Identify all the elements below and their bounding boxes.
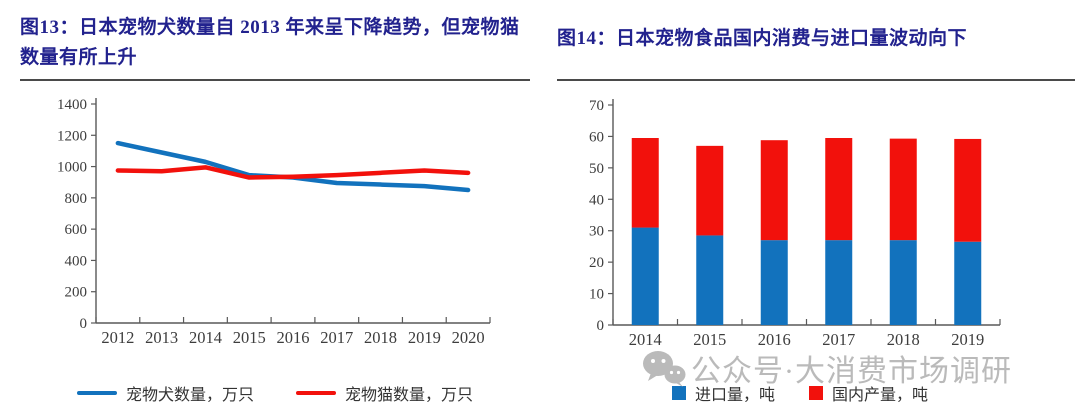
legend-label-cat-count: 宠物猫数量，万只	[345, 387, 474, 404]
y-tick-label: 20	[589, 255, 604, 271]
y-tick-label: 50	[589, 161, 604, 177]
fig13-legend: 宠物犬数量，万只 宠物猫数量，万只	[40, 381, 510, 405]
domestic-output-swatch	[809, 386, 823, 400]
bar-segment-1	[760, 140, 788, 241]
line-series-1	[115, 165, 471, 180]
x-tick-label: 2012	[101, 328, 134, 347]
x-tick-label: 2017	[822, 330, 855, 349]
legend-item-domestic-output: 国内产量，吨	[809, 381, 928, 405]
imports-swatch	[671, 386, 686, 400]
bar-segment-1	[631, 138, 659, 228]
x-tick-label: 2016	[758, 330, 791, 349]
y-tick-label: 600	[65, 222, 88, 238]
fig14-title: 图14：日本宠物食品国内消费与进口量波动向下	[557, 28, 968, 49]
fig14-title-underline	[557, 79, 1075, 81]
fig13-line-chart: 0 200 400 600 800 1000 1200 1400 2012 2013 2014 201…	[57, 97, 491, 347]
bar-segment-1	[825, 138, 853, 241]
bar-segment-1	[954, 138, 982, 242]
fig13-title: 图13：日本宠物犬数量自 2013 年来呈下降趋势，但宠物猫数量有所上升	[20, 17, 520, 68]
y-tick-label: 200	[65, 285, 88, 301]
legend-label-imports: 进口量，吨	[694, 387, 775, 404]
bar-segment-0	[954, 241, 982, 325]
y-tick-label: 30	[589, 224, 604, 240]
fig13-title-underline	[20, 79, 530, 81]
x-tick-label: 2019	[951, 330, 984, 349]
bar-segment-0	[631, 227, 659, 325]
cat-line-swatch	[296, 391, 336, 395]
bar-segment-1	[696, 145, 724, 236]
y-tick-label: 10	[589, 287, 604, 303]
legend-item-imports: 进口量，吨	[671, 381, 775, 405]
x-tick-label: 2013	[145, 328, 178, 347]
legend-item-dog-count: 宠物犬数量，万只	[76, 381, 254, 405]
bar-segment-0	[825, 240, 853, 325]
bar-segment-1	[889, 138, 917, 241]
x-tick-label: 2018	[364, 328, 397, 347]
fig14-stacked-bar-chart: 0 10 20 30 40 50 60 70 2014 2015 2016 2017 2018 2019	[589, 98, 1001, 349]
y-tick-label: 0	[80, 316, 88, 332]
y-tick-label: 1000	[57, 160, 87, 176]
y-tick-label: 40	[589, 192, 604, 208]
legend-item-cat-count: 宠物猫数量，万只	[296, 381, 473, 405]
y-tick-label: 60	[589, 129, 604, 145]
y-tick-label: 1400	[57, 97, 87, 113]
x-tick-label: 2015	[693, 330, 726, 349]
x-tick-label: 2015	[233, 328, 266, 347]
y-tick-label: 1200	[57, 128, 87, 144]
bar-segment-0	[696, 235, 724, 325]
y-tick-label: 0	[597, 318, 605, 334]
x-tick-label: 2020	[452, 328, 485, 347]
y-tick-label: 400	[65, 253, 88, 269]
fig14-legend: 进口量，吨 国内产量，吨	[580, 381, 1020, 405]
line-series-0	[115, 140, 471, 193]
x-tick-label: 2019	[408, 328, 441, 347]
legend-label-dog-count: 宠物犬数量，万只	[125, 387, 254, 404]
y-tick-label: 800	[65, 191, 88, 207]
legend-label-domestic-output: 国内产量，吨	[832, 387, 929, 404]
x-tick-label: 2016	[277, 328, 310, 347]
dog-line-swatch	[76, 391, 117, 395]
x-tick-label: 2017	[320, 328, 353, 347]
bar-segment-0	[889, 240, 917, 325]
x-tick-label: 2018	[887, 330, 920, 349]
y-tick-label: 70	[589, 98, 604, 114]
x-tick-label: 2014	[189, 328, 222, 347]
x-tick-label: 2014	[629, 330, 662, 349]
bar-segment-0	[760, 240, 788, 325]
